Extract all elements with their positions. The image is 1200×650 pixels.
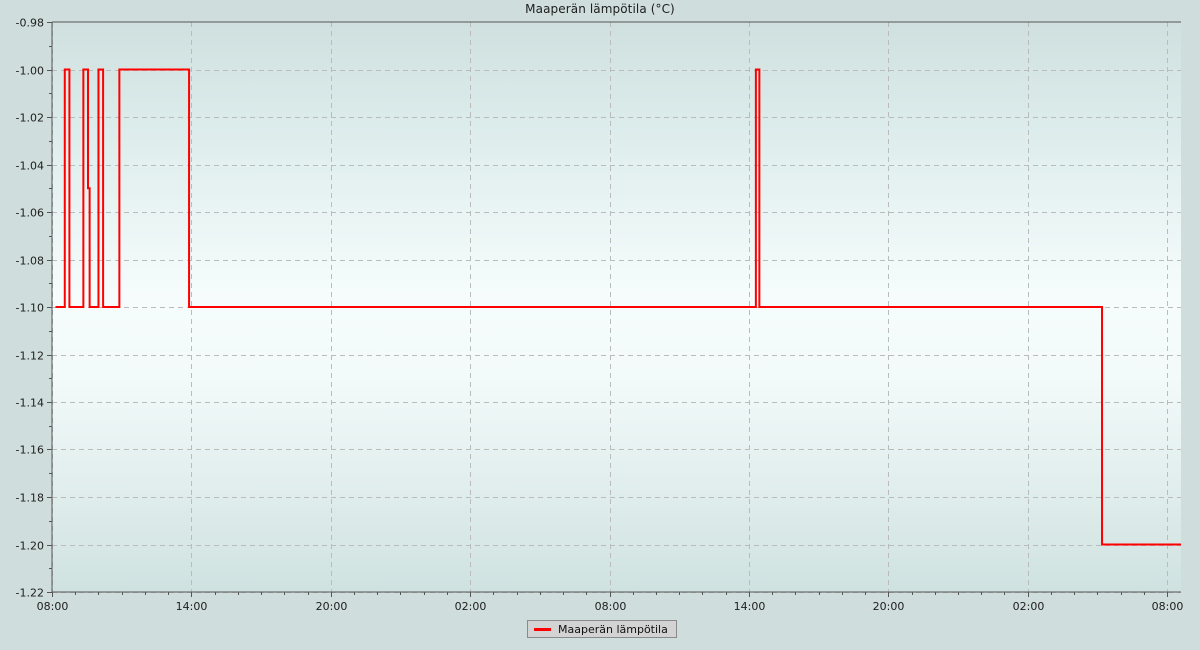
y-tick-label: -1.10 <box>16 302 44 315</box>
y-tick-label: -1.20 <box>16 540 44 553</box>
chart-legend[interactable]: Maaperän lämpötila <box>527 620 677 638</box>
x-tick-label: 20:00 <box>873 600 905 613</box>
x-tick-label: 08:00 <box>595 600 627 613</box>
y-tick-label: -1.22 <box>16 587 44 600</box>
x-axis-tick-labels: 08:00 14:00 20:00 02:00 08:00 14:00 20:00 02:00… <box>37 600 1184 613</box>
y-tick-label: -1.12 <box>16 350 44 363</box>
y-tick-label: -0.98 <box>16 17 44 30</box>
legend-entry-label: Maaperän lämpötila <box>558 622 668 636</box>
y-tick-label: -1.00 <box>16 65 44 78</box>
chart-title: Maaperän lämpötila (°C) <box>525 2 675 16</box>
y-axis-tick-labels: -0.98 -1.00 -1.02 -1.04 -1.06 -1.08 -1.10 -1.12… <box>16 17 44 600</box>
y-tick-label: -1.16 <box>16 444 44 457</box>
data-series <box>55 68 1181 546</box>
y-tick-label: -1.06 <box>16 207 44 220</box>
x-tick-label: 08:00 <box>37 600 69 613</box>
y-tick-label: -1.04 <box>16 160 44 173</box>
x-tick-label: 14:00 <box>176 600 208 613</box>
axis-ticks <box>47 22 1168 597</box>
x-tick-label: 02:00 <box>1013 600 1045 613</box>
y-tick-label: -1.14 <box>16 397 44 410</box>
y-tick-label: -1.02 <box>16 112 44 125</box>
series-line <box>55 68 1181 546</box>
axis-lines <box>51 21 1181 593</box>
x-tick-label: 02:00 <box>455 600 487 613</box>
x-tick-label: 20:00 <box>316 600 348 613</box>
y-tick-label: -1.08 <box>16 255 44 268</box>
x-tick-label: 08:00 <box>1152 600 1184 613</box>
legend-line-swatch-icon <box>534 627 551 631</box>
y-tick-label: -1.18 <box>16 492 44 505</box>
x-tick-label: 14:00 <box>734 600 766 613</box>
